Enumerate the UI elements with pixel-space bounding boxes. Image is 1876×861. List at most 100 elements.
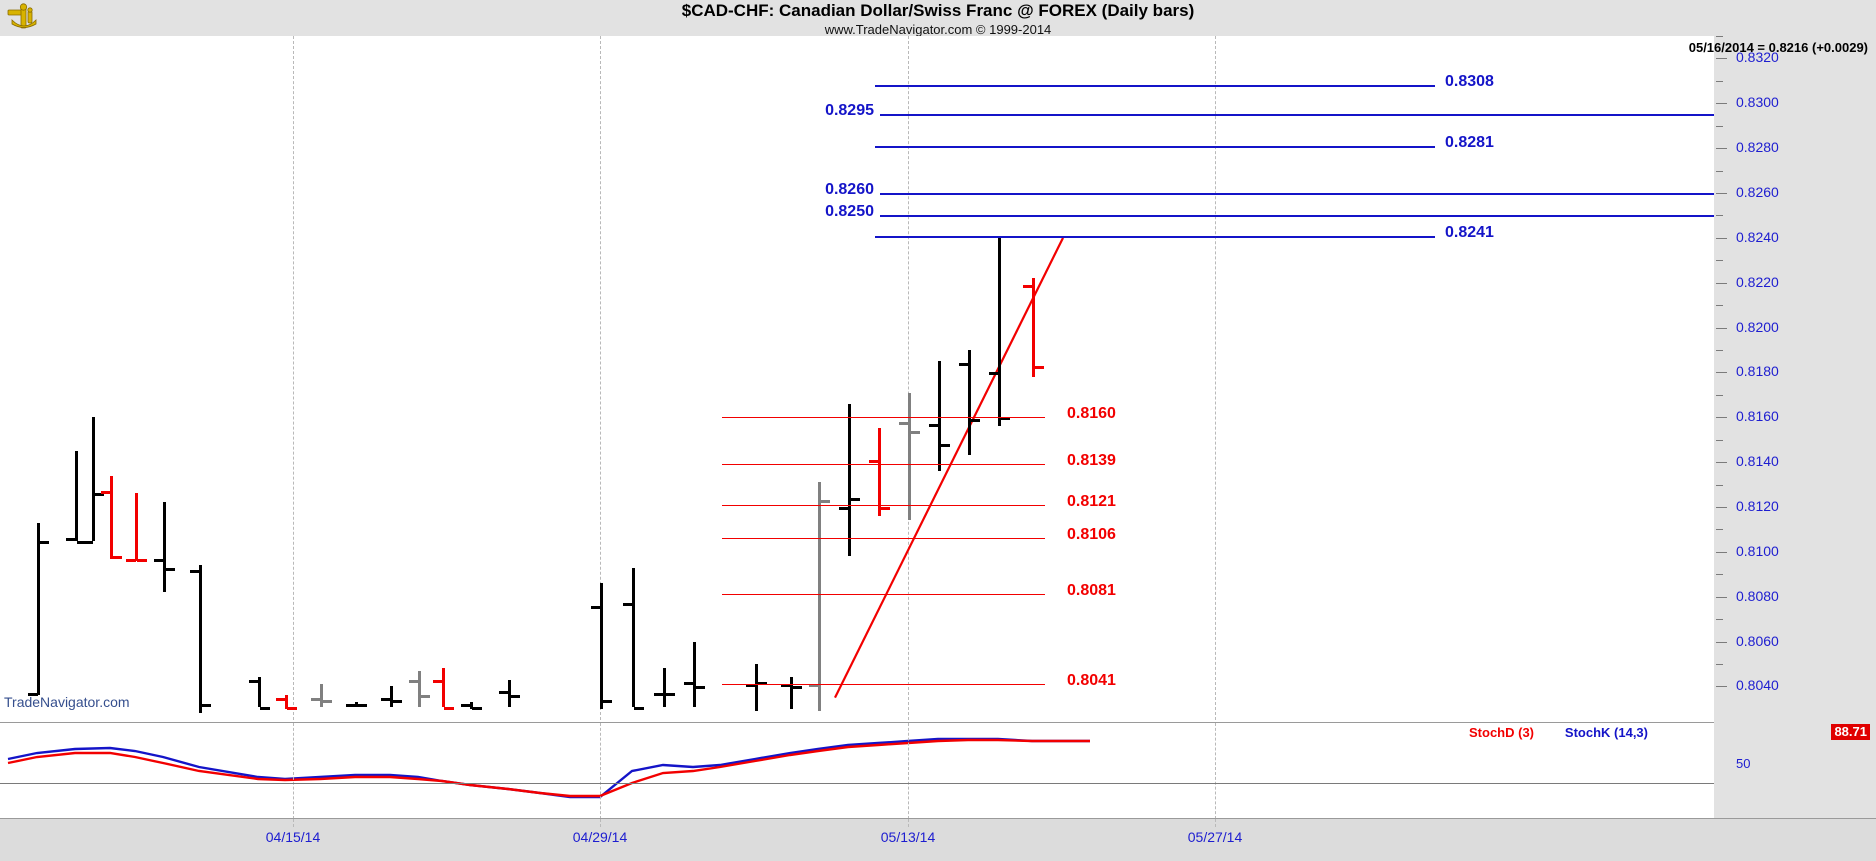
ohlc-bar — [998, 237, 1001, 427]
open-tick — [1023, 284, 1033, 288]
ohlc-bar — [1032, 278, 1035, 377]
resistance-label-0-8295: 0.8295 — [825, 102, 874, 120]
price-axis-label-0-8140: 0.8140 — [1736, 453, 1779, 470]
anchor-logo-icon — [4, 2, 44, 32]
close-tick — [77, 540, 87, 544]
axis-minor-tick — [1716, 305, 1723, 307]
close-tick — [1034, 365, 1044, 369]
resistance-label-0-8241: 0.8241 — [1445, 223, 1494, 241]
ohlc-bar — [968, 349, 971, 456]
open-tick — [28, 693, 38, 697]
axis-tick — [1716, 372, 1727, 374]
axis-minor-tick — [1716, 349, 1723, 351]
stoch-midline-label: 50 — [1736, 756, 1751, 771]
axis-minor-tick — [1716, 170, 1723, 172]
resistance-label-0-8260: 0.8260 — [825, 180, 874, 198]
chart-header: $CAD-CHF: Canadian Dollar/Swiss Franc @ … — [0, 0, 1876, 37]
gridline-04-29-14 — [600, 36, 601, 720]
open-tick — [66, 538, 76, 542]
ohlc-bar — [320, 684, 323, 707]
ohlc-bar — [755, 663, 758, 712]
price-axis[interactable]: 05/16/2014 = 0.8216 (+0.0029) 0.8320 0.83… — [1689, 36, 1876, 818]
axis-minor-tick — [1716, 574, 1723, 576]
close-tick — [287, 706, 297, 710]
axis-tick — [1716, 327, 1727, 329]
support-line — [722, 417, 1045, 419]
ohlc-bar — [600, 583, 603, 709]
axis-minor-tick — [1716, 394, 1723, 396]
axis-minor-tick — [1716, 529, 1723, 531]
axis-tick — [1716, 282, 1727, 284]
close-tick — [260, 706, 270, 710]
axis-tick — [1716, 462, 1727, 464]
close-tick — [165, 567, 175, 571]
ohlc-bar — [693, 641, 696, 707]
date-axis-tick — [600, 819, 601, 827]
price-axis-label-0-8080: 0.8080 — [1736, 587, 1779, 604]
open-tick — [311, 697, 321, 701]
ohlc-bar — [878, 428, 881, 516]
support-label-0-8081: 0.8081 — [1067, 582, 1116, 600]
open-tick — [461, 704, 471, 708]
close-tick — [1000, 417, 1010, 421]
ohlc-bar — [135, 493, 138, 561]
price-axis-label-0-8280: 0.8280 — [1736, 139, 1779, 156]
date-axis[interactable]: 04/15/14 04/29/14 05/13/14 05/27/14 — [0, 818, 1876, 861]
watermark: TradeNavigator.com — [4, 694, 130, 710]
support-line — [722, 538, 1045, 540]
close-tick — [757, 681, 767, 685]
open-tick — [899, 421, 909, 425]
resistance-line — [880, 114, 1714, 117]
close-tick — [695, 686, 705, 690]
axis-minor-tick — [1716, 484, 1723, 486]
ohlc-bar — [790, 677, 793, 709]
ohlc-bar — [163, 502, 166, 593]
trendline-overlay — [834, 237, 1064, 699]
price-axis-label-0-8260: 0.8260 — [1736, 183, 1779, 200]
open-tick — [839, 506, 849, 510]
price-chart-pane[interactable]: 0.8308 0.8295 0.8281 0.8260 0.8250 0.8241 0.81… — [0, 36, 1714, 720]
axis-tick — [1716, 148, 1727, 150]
close-tick — [137, 558, 147, 562]
close-tick — [880, 506, 890, 510]
ohlc-bar — [632, 567, 635, 707]
open-tick — [433, 679, 443, 683]
gridline-05-13-14 — [908, 36, 909, 720]
ohlc-bar — [258, 677, 261, 707]
open-tick — [684, 681, 694, 685]
close-tick — [820, 500, 830, 504]
close-tick — [94, 493, 104, 497]
open-tick — [869, 459, 879, 463]
stoch-k-legend: StochK (14,3) — [1564, 725, 1648, 740]
resistance-line — [875, 85, 1435, 88]
support-line — [722, 684, 1045, 686]
ohlc-bar — [285, 695, 288, 709]
open-tick — [276, 697, 286, 701]
ohlc-bar — [37, 522, 40, 696]
date-axis-label-04-15-14: 04/15/14 — [265, 829, 321, 845]
date-axis-label-05-27-14: 05/27/14 — [1187, 829, 1243, 845]
support-label-0-8139: 0.8139 — [1067, 452, 1116, 470]
gridline-04-29-14 — [600, 723, 601, 819]
support-label-0-8041: 0.8041 — [1067, 672, 1116, 690]
close-tick — [420, 695, 430, 699]
stoch-value-badge: 88.71 — [1831, 724, 1870, 740]
close-tick — [665, 693, 675, 697]
open-tick — [409, 679, 419, 683]
price-axis-label-0-8220: 0.8220 — [1736, 273, 1779, 290]
close-tick — [392, 699, 402, 703]
axis-tick — [1716, 192, 1727, 194]
close-tick — [472, 706, 482, 710]
axis-minor-tick — [1716, 439, 1723, 441]
stochastic-midline — [0, 783, 1714, 784]
open-tick — [809, 684, 819, 688]
date-axis-tick — [293, 819, 294, 827]
open-tick — [499, 690, 509, 694]
axis-tick — [1716, 506, 1727, 508]
ohlc-bar — [390, 686, 393, 707]
close-tick — [112, 556, 122, 560]
axis-minor-tick — [1716, 80, 1723, 82]
stochastic-pane[interactable]: StochD (3) StochK (14,3) — [0, 722, 1714, 819]
axis-minor-tick — [1716, 125, 1723, 127]
